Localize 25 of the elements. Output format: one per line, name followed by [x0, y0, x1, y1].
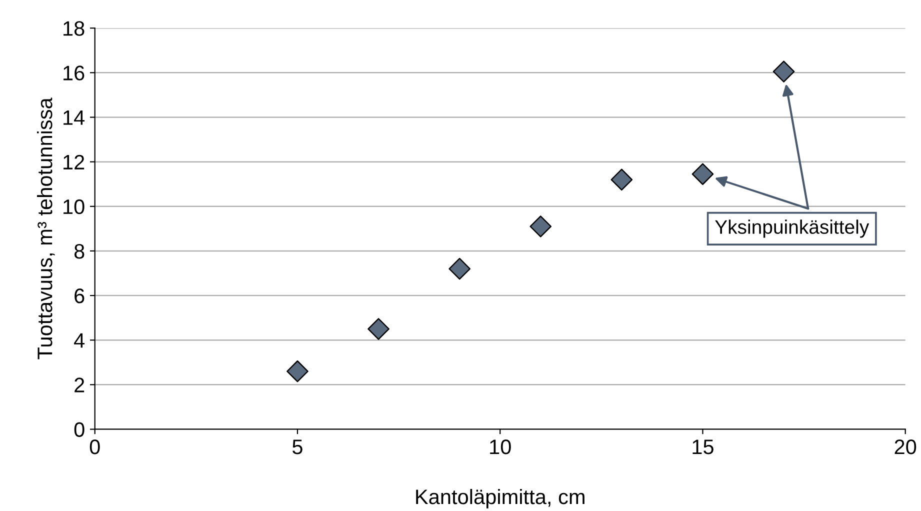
point — [692, 163, 714, 185]
x-tick-label: 5 — [292, 440, 302, 454]
point — [610, 168, 633, 191]
x-tick-label: 20 — [894, 440, 916, 454]
point — [530, 216, 552, 238]
point — [286, 360, 308, 382]
y-tick-label: 14 — [64, 110, 85, 125]
point — [448, 258, 471, 280]
y-axis-title: Tuottavuus, m³ tehotunnissa — [36, 98, 55, 360]
y-tick-label: 8 — [74, 244, 84, 259]
x-tick-label: 10 — [490, 440, 511, 454]
x-tick-label: 15 — [692, 440, 714, 454]
point — [772, 60, 795, 82]
y-tick-label: 0 — [74, 422, 84, 437]
y-tick-label: 4 — [74, 333, 85, 348]
y-tick-label: 2 — [74, 378, 84, 392]
y-tick-label: 6 — [74, 288, 84, 304]
y-tick-label: 12 — [64, 154, 84, 170]
x-tick-label: 0 — [90, 440, 100, 454]
y-tick-label: 18 — [64, 21, 84, 36]
y-tick-label: 10 — [64, 199, 84, 214]
point — [368, 318, 390, 340]
x-axis-title: Kantoläpimitta, cm — [416, 488, 584, 508]
y-tick-label: 16 — [64, 66, 84, 80]
annotation: Yksinpuinkäsittely — [715, 220, 870, 238]
